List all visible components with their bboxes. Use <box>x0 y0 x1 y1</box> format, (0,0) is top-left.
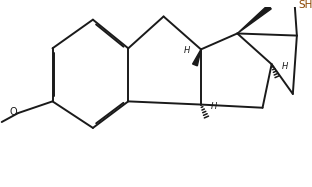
Text: SH: SH <box>299 0 312 10</box>
Text: H: H <box>211 102 217 111</box>
Polygon shape <box>237 5 271 33</box>
Text: H: H <box>183 46 190 55</box>
Text: H: H <box>282 62 288 71</box>
Polygon shape <box>193 49 201 66</box>
Text: O: O <box>9 108 17 117</box>
